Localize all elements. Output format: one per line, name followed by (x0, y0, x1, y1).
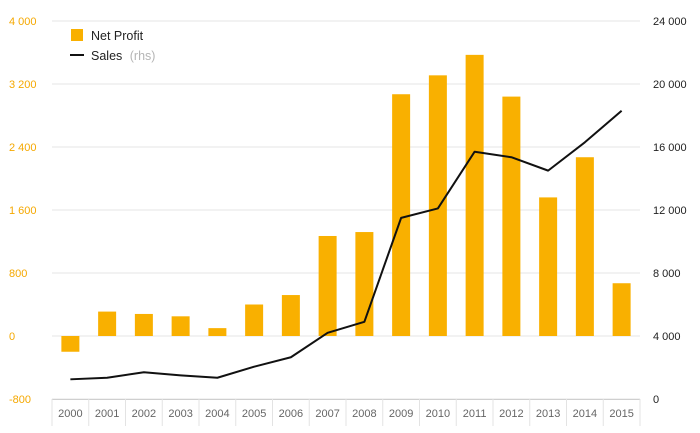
bar (465, 54, 484, 337)
left-tick-label: 3 200 (9, 79, 37, 91)
legend: Net Profit Sales (rhs) (70, 29, 155, 63)
legend-label-net-profit: Net Profit (91, 29, 144, 43)
x-tick-label: 2000 (58, 408, 82, 420)
x-tick-label: 2005 (242, 408, 266, 420)
x-tick-label: 2002 (132, 408, 156, 420)
left-tick-label: 0 (9, 331, 15, 343)
x-tick-label: 2011 (463, 408, 487, 420)
x-tick-label: 2010 (426, 408, 450, 420)
bar (171, 316, 190, 336)
right-tick-label: 0 (653, 394, 659, 406)
bar (134, 313, 153, 336)
left-tick-label: 1 600 (9, 205, 37, 217)
bar (208, 328, 227, 336)
bar (281, 295, 300, 336)
legend-swatch-net-profit (71, 29, 83, 41)
line-series-sales (70, 110, 623, 381)
legend-sales-suffix: (rhs) (130, 49, 156, 63)
left-tick-label: 2 400 (9, 142, 37, 154)
bar (539, 197, 558, 336)
left-tick-label: 800 (9, 268, 27, 280)
x-tick-label: 2014 (573, 408, 597, 420)
x-tick-label: 2006 (279, 408, 303, 420)
legend-label-sales: Sales (rhs) (91, 49, 155, 63)
bar-series-net-profit (61, 54, 631, 352)
bar (575, 157, 594, 336)
sales-line (70, 110, 623, 381)
bar (61, 336, 80, 352)
x-tick-label: 2004 (205, 408, 229, 420)
x-tick-label: 2003 (168, 408, 192, 420)
right-tick-label: 20 000 (653, 79, 687, 91)
bar (428, 75, 447, 337)
x-tick-label: 2007 (315, 408, 339, 420)
x-tick-label: 2001 (95, 408, 119, 420)
right-tick-label: 16 000 (653, 142, 687, 154)
legend-sales-name: Sales (91, 49, 122, 63)
x-tick-label: 2012 (499, 408, 523, 420)
bar (318, 235, 337, 336)
x-tick-label: 2015 (609, 408, 633, 420)
bar (392, 94, 411, 336)
bar (612, 283, 631, 336)
x-tick-label: 2013 (536, 408, 560, 420)
right-tick-label: 4 000 (653, 331, 681, 343)
x-axis: 2000 2001 2002 2003 2004 2005 2006 2007 2008 2009… (51, 399, 641, 426)
right-tick-label: 8 000 (653, 268, 681, 280)
left-tick-label: 4 000 (9, 16, 37, 28)
left-axis-ticks: -800 0 800 1 600 2 400 3 200 4 000 (9, 16, 37, 406)
x-tick-label: 2009 (389, 408, 413, 420)
left-tick-label: -800 (9, 394, 31, 406)
x-tick-label: 2008 (352, 408, 376, 420)
bar (98, 311, 117, 336)
right-tick-label: 24 000 (653, 16, 687, 28)
right-axis-ticks: 0 4 000 8 000 12 000 16 000 20 000 24 000 (653, 16, 687, 406)
bar (245, 304, 264, 336)
right-tick-label: 12 000 (653, 205, 687, 217)
bar (502, 96, 521, 336)
